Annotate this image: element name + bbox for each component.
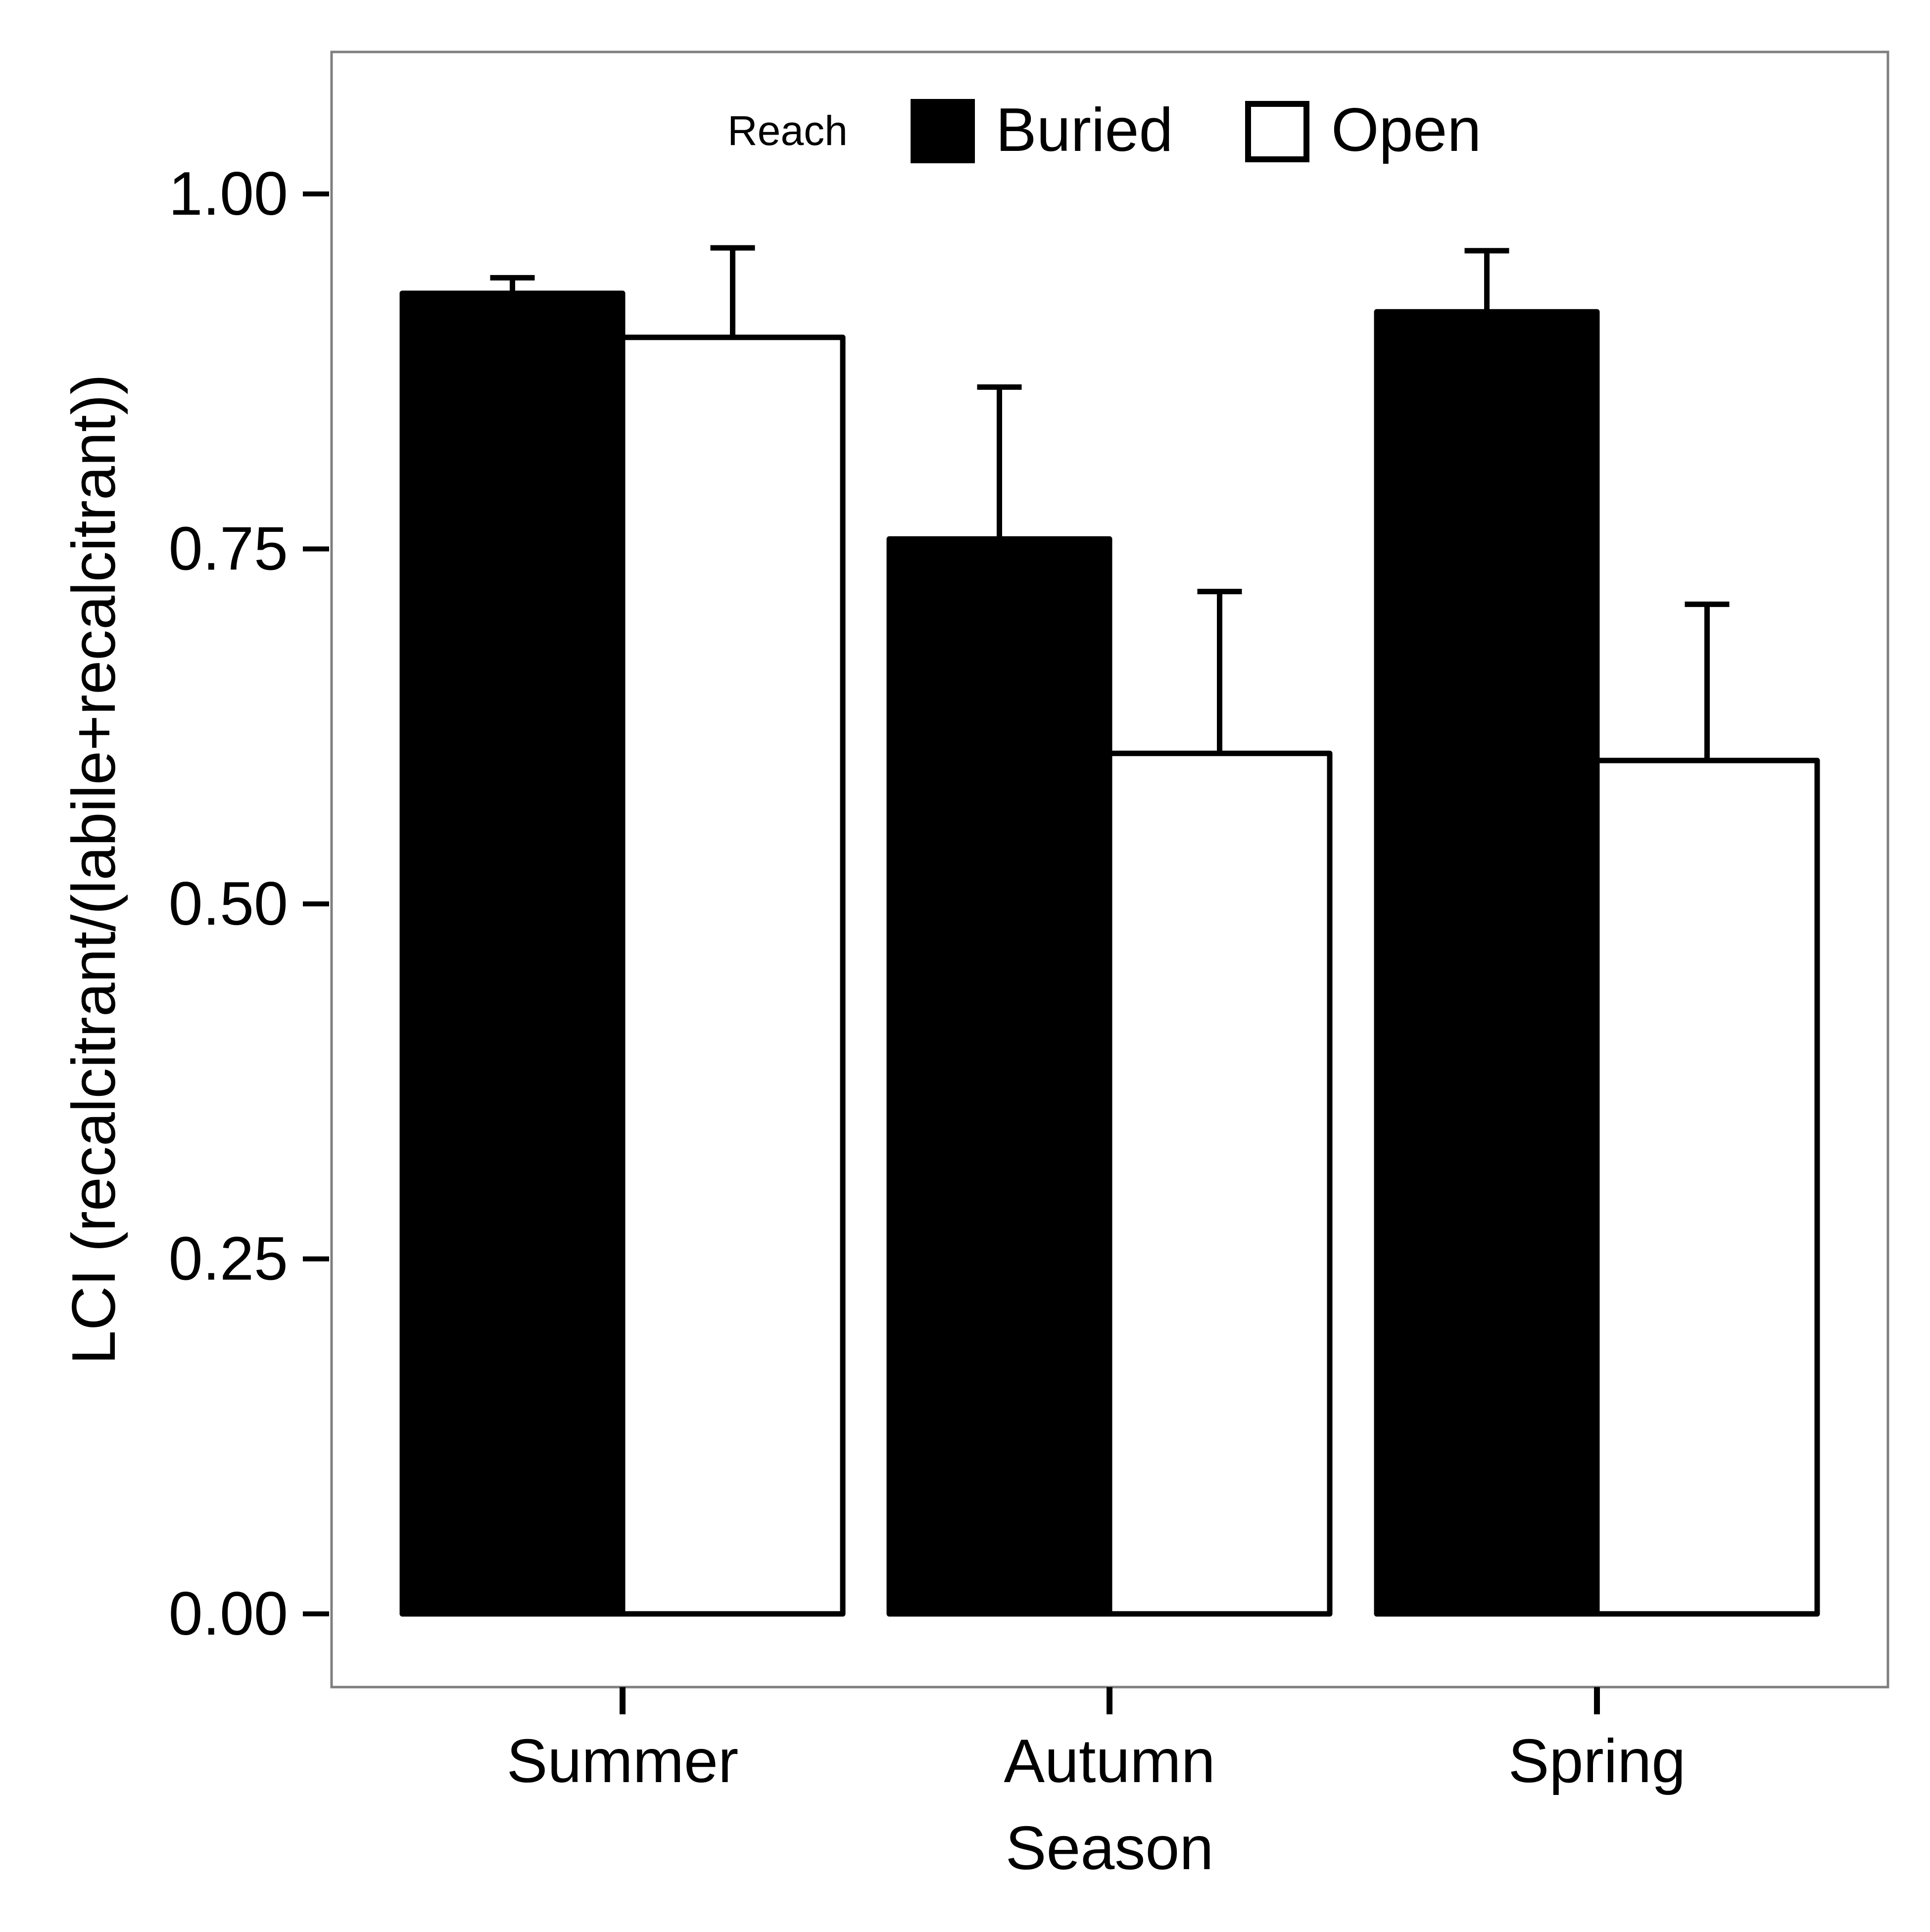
y-tick-label: 0.50 [169, 870, 288, 938]
error-bar-buried-spring [1464, 248, 1509, 312]
legend-label-buried: Buried [996, 96, 1173, 164]
legend: Reach Buried Open [727, 96, 1481, 164]
error-bar-buried-summer [490, 275, 535, 293]
legend-label-open: Open [1331, 96, 1481, 164]
bar-open-autumn [1107, 751, 1333, 1617]
bar-buried-spring [1374, 309, 1600, 1617]
x-axis: Summer Autumn Spring [507, 1687, 1686, 1795]
x-tick-label-autumn: Autumn [1004, 1727, 1215, 1795]
bars [399, 245, 1820, 1617]
y-tick-label: 0.75 [169, 515, 288, 583]
bar-open-summer [620, 334, 846, 1617]
bar-buried-autumn [886, 536, 1112, 1617]
error-bar-open-summer [710, 245, 755, 337]
legend-swatch-open [1245, 101, 1309, 162]
x-tick-label-spring: Spring [1508, 1727, 1686, 1795]
error-bar-open-autumn [1197, 589, 1242, 754]
x-tick-label-summer: Summer [507, 1727, 739, 1795]
bar-open-spring [1594, 757, 1820, 1617]
y-tick-label: 0.25 [169, 1225, 288, 1293]
error-bar-open-spring [1685, 601, 1730, 761]
y-axis-title: LCI (recalcitrant/(labile+recalcitrant)) [60, 374, 128, 1365]
error-bar-buried-autumn [977, 384, 1022, 539]
legend-title: Reach [727, 107, 848, 154]
y-axis: 0.00 0.25 0.50 0.75 1.00 [169, 160, 329, 1648]
bar-buried-summer [399, 290, 626, 1617]
y-tick-label: 0.00 [169, 1580, 288, 1648]
legend-swatch-buried [911, 99, 975, 163]
y-tick-label: 1.00 [169, 160, 288, 228]
x-axis-title: Season [1006, 1814, 1214, 1883]
